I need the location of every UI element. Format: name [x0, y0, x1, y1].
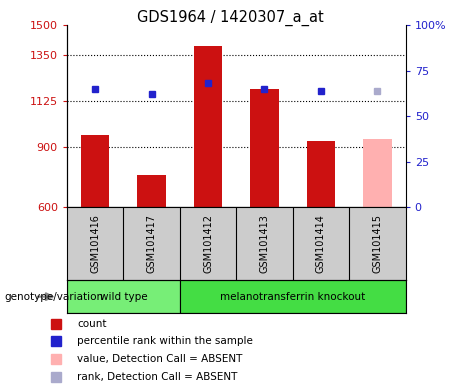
Text: wild type: wild type	[100, 291, 147, 302]
Bar	[180, 280, 406, 313]
Text: GSM101417: GSM101417	[147, 214, 157, 273]
Bar	[137, 174, 165, 207]
Bar	[250, 89, 278, 207]
Bar	[194, 46, 222, 207]
Text: GSM101416: GSM101416	[90, 214, 100, 273]
Bar	[363, 139, 391, 207]
Text: GSM101413: GSM101413	[260, 214, 270, 273]
Text: GSM101414: GSM101414	[316, 214, 326, 273]
Bar	[67, 280, 180, 313]
Text: GSM101412: GSM101412	[203, 214, 213, 273]
Text: count: count	[77, 319, 106, 329]
Text: percentile rank within the sample: percentile rank within the sample	[77, 336, 253, 346]
Text: GDS1964 / 1420307_a_at: GDS1964 / 1420307_a_at	[137, 10, 324, 26]
Text: value, Detection Call = ABSENT: value, Detection Call = ABSENT	[77, 354, 242, 364]
Text: rank, Detection Call = ABSENT: rank, Detection Call = ABSENT	[77, 372, 237, 382]
Bar	[81, 136, 109, 207]
Bar	[307, 141, 335, 207]
Text: genotype/variation: genotype/variation	[5, 291, 104, 302]
Text: melanotransferrin knockout: melanotransferrin knockout	[220, 291, 366, 302]
Text: GSM101415: GSM101415	[372, 214, 383, 273]
